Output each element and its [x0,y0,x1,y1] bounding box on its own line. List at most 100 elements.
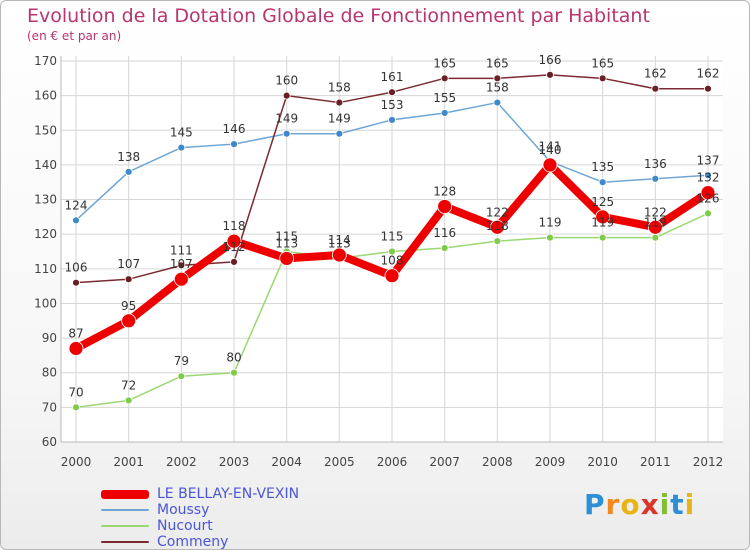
data-label-le-bellay-en-vexin: 108 [381,254,404,268]
data-label-commeny: 162 [697,67,720,81]
y-tick-label: 70 [42,400,57,414]
point-nucourt [651,233,660,242]
point-commeny [598,74,607,83]
data-label-le-bellay-en-vexin: 128 [433,184,456,198]
data-label-le-bellay-en-vexin: 122 [644,205,667,219]
point-commeny [493,74,502,83]
point-nucourt [177,372,186,381]
x-tick-label: 2004 [271,455,302,469]
x-tick-label: 2002 [166,455,197,469]
legend-label: Commeny [157,534,229,550]
legend-item-commeny: Commeny [101,534,299,550]
chart-legend: LE BELLAY-EN-VEXIN Moussy Nucourt Commeny [101,486,299,550]
point-nucourt [546,233,554,242]
y-tick-label: 170 [34,54,57,68]
point-le-bellay-en-vexin [121,313,137,329]
legend-item-nucourt: Nucourt [101,518,299,534]
y-tick-label: 150 [34,123,57,137]
point-commeny [651,84,660,93]
y-tick-label: 130 [34,193,57,207]
data-label-commeny: 112 [223,240,246,254]
data-label-nucourt: 116 [433,226,456,240]
legend-swatch [101,489,149,499]
data-label-nucourt: 80 [226,351,241,365]
point-le-bellay-en-vexin [384,268,400,284]
x-tick-label: 2011 [640,455,671,469]
point-moussy [704,171,712,180]
data-label-commeny: 111 [170,243,193,257]
data-label-nucourt: 119 [591,216,614,230]
y-tick-label: 80 [42,366,57,380]
data-label-le-bellay-en-vexin: 125 [591,195,614,209]
point-le-bellay-en-vexin [647,219,663,235]
point-le-bellay-en-vexin [437,199,453,214]
logo-letter: x [640,488,660,521]
y-tick-label: 140 [34,158,57,172]
point-commeny [124,275,133,284]
point-nucourt [440,244,449,252]
point-moussy [335,129,344,138]
point-commeny [72,278,80,287]
point-moussy [388,115,396,124]
x-tick-label: 2010 [587,455,618,469]
data-label-moussy: 138 [117,150,140,164]
data-label-nucourt: 126 [697,191,720,205]
legend-item-le-bellay-en-vexin: LE BELLAY-EN-VEXIN [101,486,299,502]
data-label-commeny: 165 [433,56,456,70]
data-label-nucourt: 70 [68,385,83,399]
y-tick-label: 110 [34,262,57,276]
point-commeny [335,98,344,107]
point-commeny [704,84,712,93]
data-label-moussy: 149 [328,112,351,126]
data-label-commeny: 162 [644,67,667,81]
data-label-moussy: 145 [170,126,193,140]
data-label-nucourt: 119 [644,216,667,230]
data-label-moussy: 146 [223,122,246,136]
y-tick-label: 60 [42,435,57,449]
point-commeny [546,70,554,79]
data-label-moussy: 153 [381,98,404,112]
legend-label: Nucourt [157,518,213,534]
data-label-nucourt: 113 [328,236,351,250]
point-le-bellay-en-vexin [173,271,189,287]
point-moussy [230,140,238,149]
data-label-nucourt: 115 [275,230,298,244]
point-moussy [651,174,660,183]
logo-letter: r [605,488,621,521]
point-le-bellay-en-vexin [68,341,84,356]
proxiti-logo: Proxiti [584,488,695,521]
point-le-bellay-en-vexin [700,185,716,201]
y-tick-label: 120 [34,227,57,241]
point-le-bellay-en-vexin [226,233,242,249]
point-le-bellay-en-vexin [595,209,611,225]
data-label-le-bellay-en-vexin: 140 [539,143,562,157]
data-label-moussy: 136 [644,157,667,171]
x-tick-label: 2005 [324,455,355,469]
data-label-commeny: 158 [328,81,351,95]
point-moussy [493,98,502,107]
x-tick-label: 2008 [482,455,513,469]
data-label-commeny: 106 [65,261,88,275]
data-label-moussy: 149 [275,112,298,126]
logo-letter: P [584,488,606,521]
data-label-le-bellay-en-vexin: 113 [275,236,298,250]
point-le-bellay-en-vexin [542,157,558,173]
logo-letter: t [670,488,685,521]
point-moussy [177,143,186,152]
data-label-nucourt: 118 [486,219,509,233]
chart-subtitle: (en € et par an) [27,29,122,43]
point-moussy [72,216,80,225]
point-nucourt [598,233,607,242]
data-label-moussy: 135 [591,160,614,174]
point-commeny [440,74,449,83]
data-label-commeny: 107 [117,257,140,271]
legend-swatch [101,541,149,543]
x-tick-label: 2003 [219,455,250,469]
x-tick-label: 2006 [377,455,408,469]
point-nucourt [124,396,133,405]
data-label-le-bellay-en-vexin: 95 [121,299,136,313]
data-label-le-bellay-en-vexin: 132 [697,171,720,185]
y-tick-label: 100 [34,296,57,310]
